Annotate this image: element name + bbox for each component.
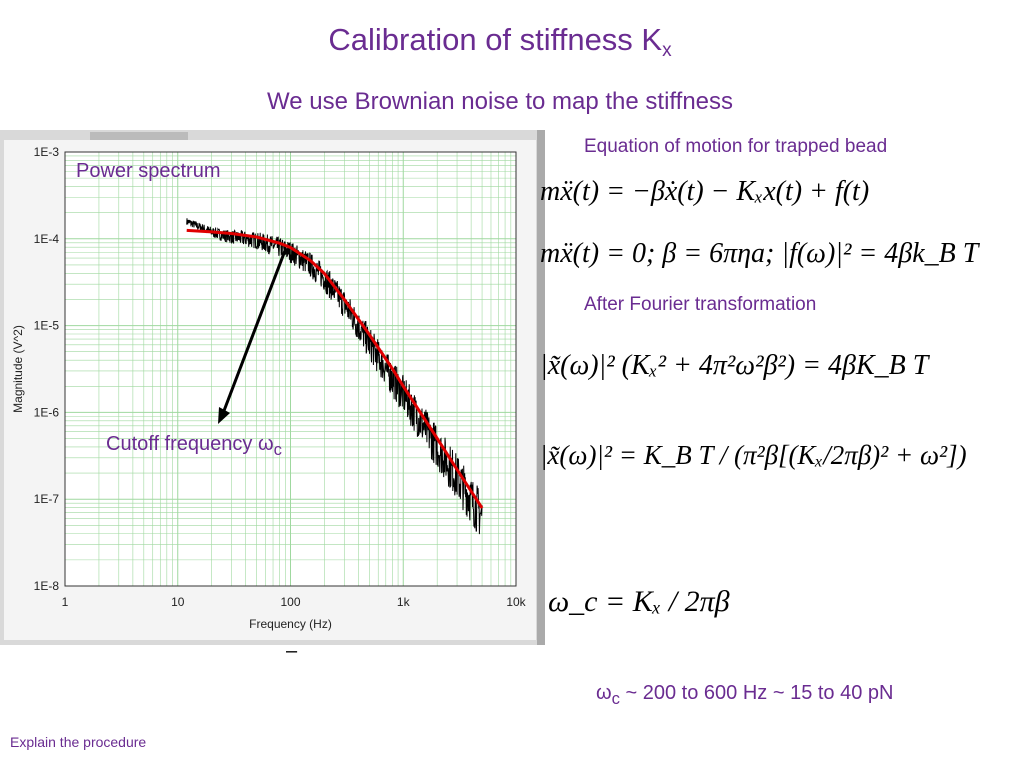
fit-series-line [186,228,484,509]
footer-note: Explain the procedure [10,734,147,750]
tick-labels: 1 10 100 1k 10k 1E-3 1E-4 1E-5 1E-6 1E-7 1E-8 [34,145,527,609]
equation-of-motion-heading: Equation of motion for trapped bead [584,136,888,157]
y-axis-label: Magnitude (V^2) [11,325,25,413]
equation-of-motion: mẍ(t) = −βẋ(t) − Kₓx(t) + f(t) [540,176,870,207]
slide-title: Calibration of stiffness Kx [328,22,672,61]
plot-area-border [64,151,517,587]
measured-series-line [186,218,483,535]
cutoff-arrow [220,247,288,417]
slide-subtitle: We use Brownian noise to map the stiffne… [266,88,734,115]
y-tick-label: 1E-3 [34,145,60,159]
y-tick-label: 1E-8 [34,579,60,593]
cutoff-frequency-label: Cutoff frequency ωc [106,433,282,459]
power-spectrum-label: Power spectrum [76,160,221,182]
x-tick-label: 10 [171,595,185,609]
fourier-heading: After Fourier transformation [584,294,817,315]
plot-grid [64,152,516,587]
y-tick-label: 1E-7 [34,492,60,506]
equation-fourier: |x̃(ω)|² (Kₓ² + 4π²ω²β²) = 4βK_B T [540,350,929,381]
cutoff-arrow-head [218,407,230,424]
power-spectrum-chart: 1 10 100 1k 10k 1E-3 1E-4 1E-5 1E-6 1E-7 1E-8 Freq… [0,130,545,645]
y-tick-label: 1E-6 [34,405,60,419]
y-tick-label: 1E-5 [34,319,60,333]
x-tick-label: 1k [397,595,411,609]
equation-cutoff: ω_c = Kₓ / 2πβ [548,585,730,618]
x-tick-label: 100 [280,595,300,609]
x-axis-label: Frequency (Hz) [249,617,332,631]
x-tick-label: 10k [506,595,526,609]
x-tick-label: 1 [62,595,69,609]
chart-frame-edge [537,130,545,645]
equation-spectrum: |x̃(ω)|² = K_B T / (π²β[(Kₓ/2πβ)² + ω²]) [540,440,967,470]
dash-mark: – [286,640,298,662]
cutoff-range-text: ωc ~ 200 to 600 Hz ~ 15 to 40 pN [596,682,894,708]
equation-force-spectrum: mẍ(t) = 0; β = 6πηa; |f(ω)|² = 4βk_B T [540,238,979,269]
y-tick-label: 1E-4 [34,232,60,246]
